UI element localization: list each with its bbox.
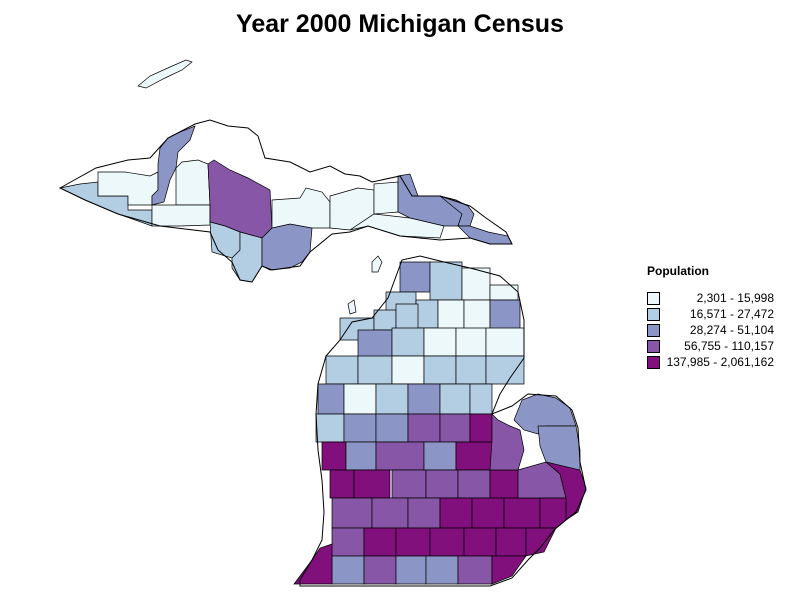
county: [439, 195, 475, 227]
legend-item: 28,274 - 51,104: [647, 322, 774, 338]
county: [371, 255, 383, 273]
county: [373, 309, 397, 331]
legend: Population 2,301 - 15,998 16,571 - 27,472…: [647, 264, 774, 370]
county: [347, 299, 357, 315]
map-title: Year 2000 Michigan Census: [236, 10, 564, 38]
county: [513, 393, 577, 435]
legend-swatch: [647, 291, 660, 305]
county: [391, 327, 425, 357]
county: [407, 497, 441, 529]
county: [469, 413, 493, 443]
county: [489, 469, 519, 499]
county: [423, 327, 457, 357]
county: [429, 527, 465, 557]
county: [315, 413, 345, 443]
county: [429, 261, 463, 301]
county: [457, 555, 493, 585]
county: [357, 355, 393, 385]
county: [373, 181, 399, 215]
county: [415, 299, 439, 329]
county: [343, 383, 377, 415]
county: [407, 413, 441, 443]
legend-swatch: [647, 307, 660, 321]
county: [371, 497, 409, 529]
county: [357, 329, 393, 359]
county: [331, 497, 373, 529]
county: [469, 383, 493, 415]
county: [495, 527, 527, 557]
county: [321, 441, 347, 471]
county: [353, 469, 391, 499]
legend-item: 137,985 - 2,061,162: [647, 354, 774, 370]
county: [293, 543, 333, 585]
county: [463, 527, 497, 557]
legend-item: 16,571 - 27,472: [647, 306, 774, 322]
legend-label: 137,985 - 2,061,162: [666, 355, 774, 369]
county: [375, 441, 425, 471]
legend-label: 56,755 - 110,157: [684, 339, 774, 353]
county: [463, 299, 491, 331]
county: [331, 555, 365, 585]
legend-label: 2,301 - 15,998: [696, 291, 774, 305]
county: [137, 59, 193, 89]
county: [375, 383, 409, 415]
legend-item: 2,301 - 15,998: [647, 290, 774, 306]
county: [545, 461, 587, 521]
upper-peninsula-outline: [58, 119, 513, 283]
county: [407, 383, 441, 415]
county: [261, 223, 313, 271]
county: [423, 355, 457, 385]
county: [349, 213, 445, 239]
county: [485, 327, 525, 357]
county: [363, 527, 397, 557]
county: [271, 187, 331, 229]
legend-swatch: [647, 355, 660, 369]
county: [525, 527, 557, 557]
county: [461, 267, 491, 301]
county: [175, 159, 211, 206]
county: [395, 303, 419, 331]
county: [489, 299, 521, 331]
county: [455, 327, 487, 357]
county: [325, 355, 359, 385]
county: [503, 497, 541, 529]
county: [363, 555, 397, 585]
county: [485, 355, 525, 385]
county: [343, 413, 377, 443]
county: [471, 497, 505, 529]
county: [423, 441, 457, 471]
county: [317, 383, 345, 415]
county: [375, 413, 409, 443]
legend-label: 28,274 - 51,104: [689, 323, 774, 337]
county: [391, 469, 427, 499]
county: [439, 383, 471, 415]
county: [331, 527, 365, 557]
county: [437, 299, 465, 331]
county: [329, 469, 355, 499]
county: [457, 225, 513, 245]
county: [345, 441, 377, 471]
county: [439, 497, 473, 529]
county: [489, 284, 519, 301]
county: [425, 555, 459, 585]
county: [391, 355, 425, 385]
county: [395, 527, 431, 557]
county: [439, 413, 471, 443]
legend-title: Population: [647, 264, 709, 278]
legend-label: 16,571 - 27,472: [689, 307, 774, 321]
legend-swatch: [647, 339, 660, 353]
legend-swatch: [647, 323, 660, 337]
county: [151, 204, 211, 227]
county: [395, 555, 427, 585]
county: [425, 469, 459, 499]
county: [455, 355, 487, 385]
county: [399, 261, 431, 293]
county: [489, 413, 525, 471]
county: [491, 555, 527, 585]
county: [457, 469, 491, 499]
county: [455, 441, 493, 471]
lower-peninsula-outline: [299, 255, 587, 587]
legend-item: 56,755 - 110,157: [647, 338, 774, 354]
